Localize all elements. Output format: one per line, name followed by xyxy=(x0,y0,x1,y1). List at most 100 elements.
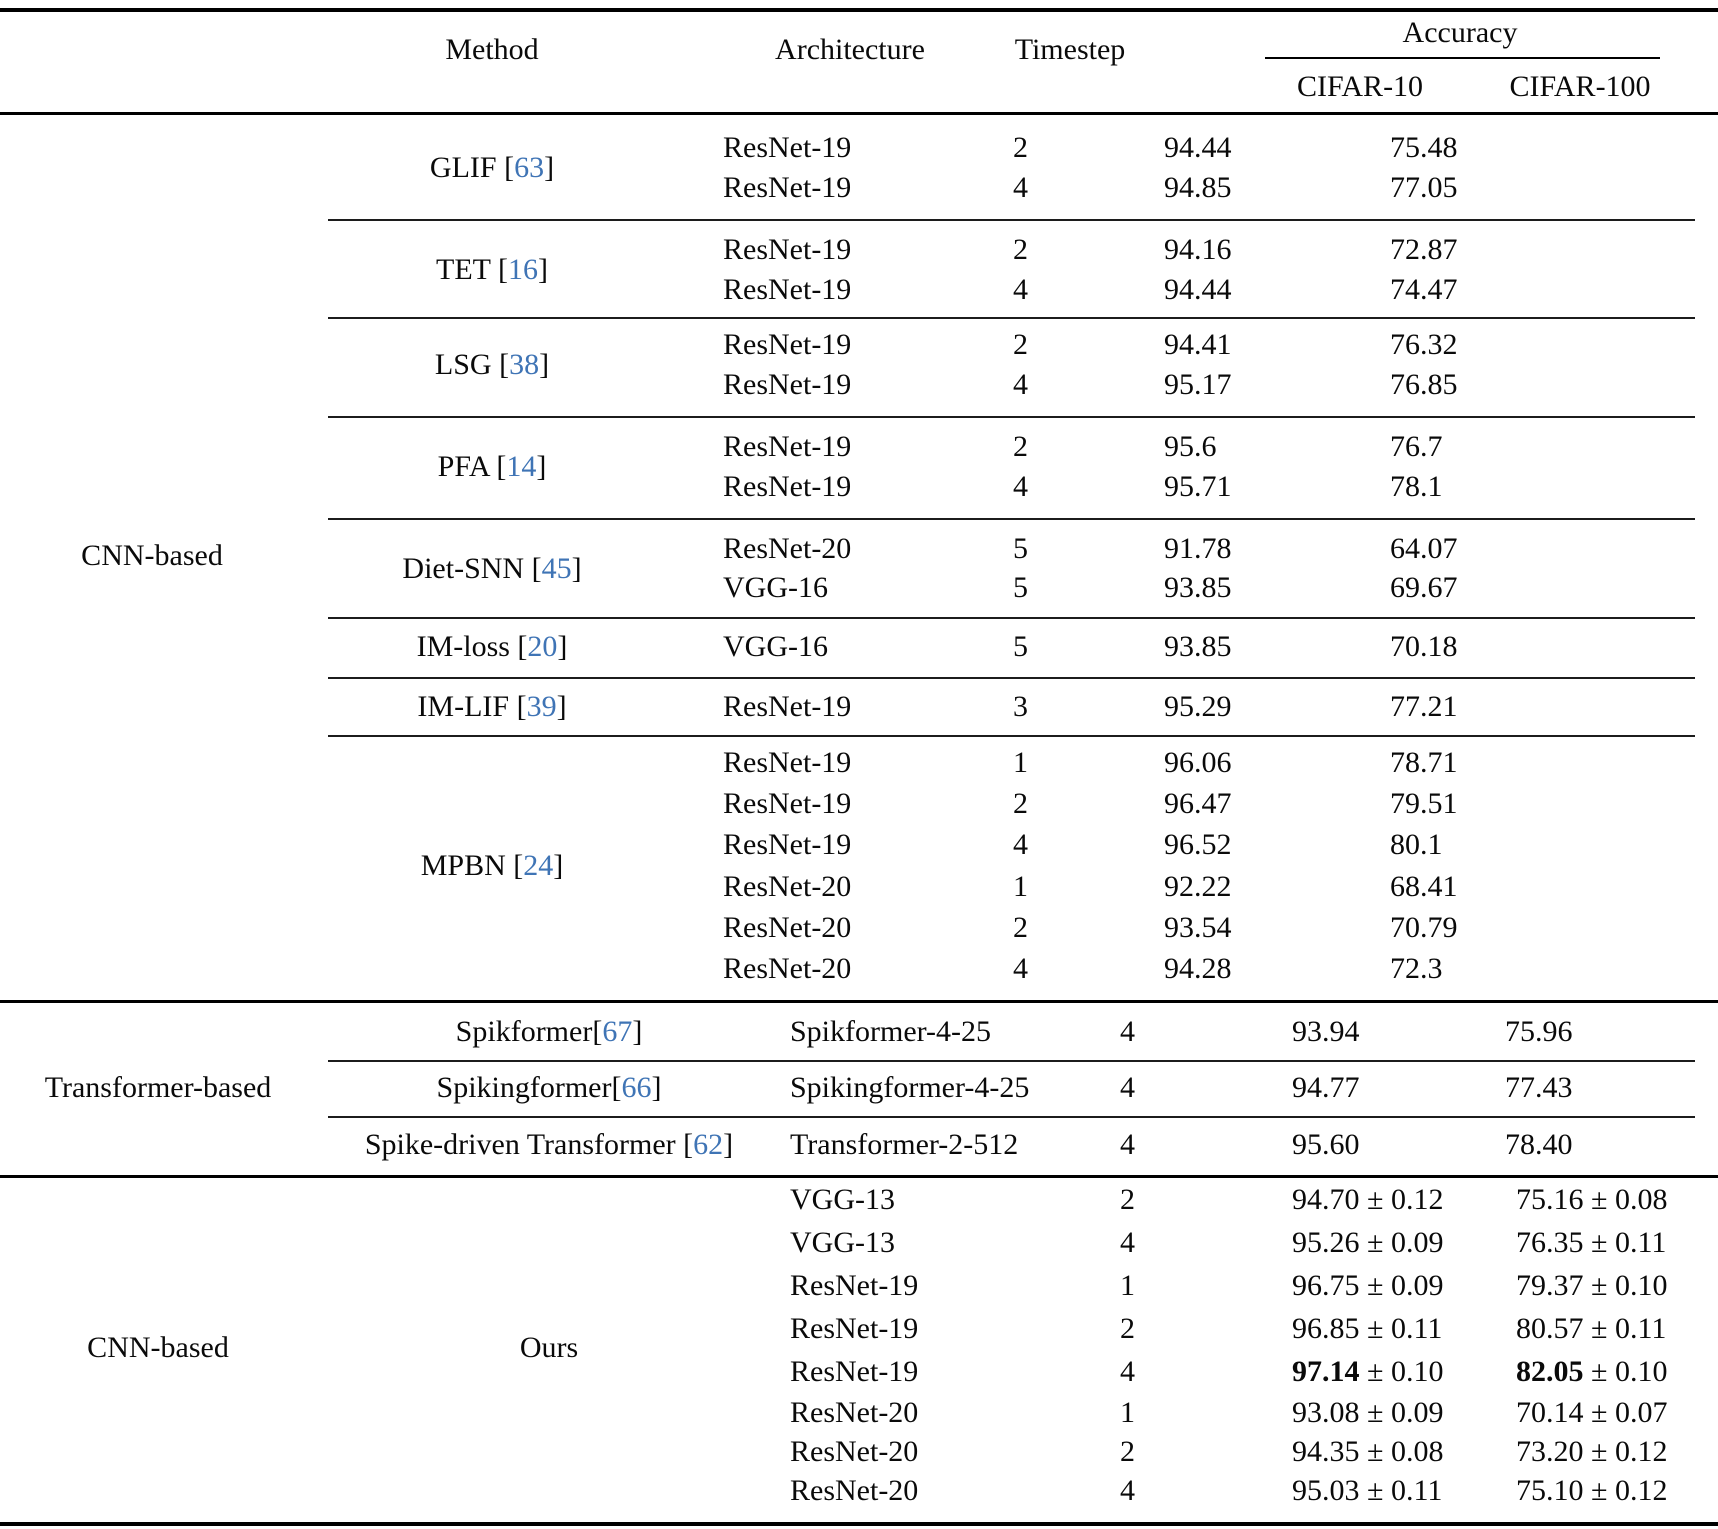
cifar100-cell: 64.07 xyxy=(1390,529,1458,569)
accuracy-value: 93.54 xyxy=(1164,911,1232,944)
cifar100-cell: 70.79 xyxy=(1390,908,1458,948)
accuracy-value: 76.7 xyxy=(1390,430,1443,463)
citation-link[interactable]: 14 xyxy=(506,450,537,483)
timestep-cell: 2 xyxy=(1013,328,1028,361)
citation-link[interactable]: 20 xyxy=(527,630,558,663)
accuracy-value: 93.08 xyxy=(1292,1396,1360,1429)
architecture-cell: ResNet-19 xyxy=(790,1312,919,1345)
accuracy-value: 95.60 xyxy=(1292,1128,1360,1161)
architecture-cell: ResNet-20 xyxy=(723,532,852,565)
accuracy-value: 93.94 xyxy=(1292,1015,1360,1048)
architecture-cell: ResNet-19 xyxy=(723,690,852,723)
timestep-cell: 4 xyxy=(1013,828,1028,861)
timestep-cell: 3 xyxy=(1013,690,1028,723)
citation-link[interactable]: 38 xyxy=(509,348,540,381)
cifar100-cell: 70.14 ± 0.07 xyxy=(1516,1396,1668,1429)
timestep-cell: 2 xyxy=(1120,1183,1135,1216)
col-header-architecture: Architecture xyxy=(775,33,925,66)
method-label: Diet-SNN [45] xyxy=(402,551,582,585)
timestep-cell: 4 xyxy=(1120,1015,1135,1048)
method-label: TET [16] xyxy=(436,253,548,286)
architecture-cell: ResNet-19 xyxy=(723,470,852,503)
cifar100-cell: 78.1 xyxy=(1390,467,1443,507)
architecture-cell: Spikingformer-4-25 xyxy=(790,1071,1030,1104)
architecture-cell: ResNet-20 xyxy=(723,870,852,903)
col-header-accuracy: Accuracy xyxy=(1402,16,1518,49)
best-accuracy-value: 82.05 xyxy=(1516,1355,1584,1388)
timestep-cell: 4 xyxy=(1120,1474,1135,1507)
cifar10-cell: 95.03 ± 0.11 xyxy=(1292,1474,1443,1507)
method-label: Ours xyxy=(519,1331,579,1365)
architecture-cell: ResNet-19 xyxy=(723,233,852,266)
cifar10-cell: 92.22 xyxy=(1164,867,1232,907)
cifar10-cell: 93.94 xyxy=(1292,1012,1360,1052)
architecture-cell: ResNet-19 xyxy=(723,828,852,861)
accuracy-value: 72.3 xyxy=(1390,952,1443,985)
method-label: IM-LIF [39] xyxy=(417,690,567,723)
citation-link[interactable]: 45 xyxy=(541,551,572,585)
col-header-cifar10: CIFAR-10 xyxy=(1296,70,1424,103)
architecture-cell: ResNet-20 xyxy=(723,952,852,985)
accuracy-value: 95.17 xyxy=(1164,368,1232,401)
timestep-cell: 2 xyxy=(1013,430,1028,463)
accuracy-value: 94.44 xyxy=(1164,131,1232,164)
cifar100-cell: 74.47 xyxy=(1390,270,1458,310)
cifar10-cell: 97.14 ± 0.10 xyxy=(1292,1355,1444,1388)
citation-link[interactable]: 39 xyxy=(526,690,557,723)
accuracy-value: 72.87 xyxy=(1390,233,1458,266)
accuracy-value: 78.1 xyxy=(1390,470,1443,503)
cifar10-cell: 96.47 xyxy=(1164,784,1232,824)
group-midrule xyxy=(328,317,1695,319)
timestep-cell: 5 xyxy=(1013,532,1028,565)
cifar10-cell: 94.28 xyxy=(1164,949,1232,989)
architecture-cell: ResNet-20 xyxy=(790,1396,919,1429)
accuracy-value: 95.6 xyxy=(1164,430,1217,463)
accuracy-value: 75.48 xyxy=(1390,131,1458,164)
cifar10-cell: 96.06 xyxy=(1164,743,1232,783)
cifar100-cell: 75.48 xyxy=(1390,128,1458,168)
cifar100-cell: 73.20 ± 0.12 xyxy=(1516,1435,1668,1468)
cifar100-cell: 76.85 xyxy=(1390,365,1458,405)
architecture-cell: ResNet-19 xyxy=(723,328,852,361)
group-midrule xyxy=(328,416,1695,418)
method-label: MPBN [24] xyxy=(420,849,564,882)
col-header-cifar100: CIFAR-100 xyxy=(1509,70,1651,103)
citation-link[interactable]: 63 xyxy=(514,151,545,184)
citation-link[interactable]: 67 xyxy=(602,1015,633,1048)
accuracy-value: 75.10 xyxy=(1516,1474,1584,1507)
timestep-cell: 1 xyxy=(1013,870,1028,903)
architecture-cell: VGG-13 xyxy=(790,1226,895,1259)
cifar10-cell: 94.70 ± 0.12 xyxy=(1292,1183,1444,1216)
cifar100-cell: 76.32 xyxy=(1390,325,1458,365)
accuracy-value: 76.85 xyxy=(1390,368,1458,401)
accuracy-value: 79.37 xyxy=(1516,1269,1584,1302)
top-rule xyxy=(0,8,1718,12)
architecture-cell: VGG-13 xyxy=(790,1183,895,1216)
citation-link[interactable]: 16 xyxy=(507,253,538,286)
cifar100-cell: 76.7 xyxy=(1390,427,1443,467)
architecture-cell: ResNet-19 xyxy=(723,368,852,401)
method-label: IM-loss [20] xyxy=(416,630,568,663)
cifar100-cell: 72.3 xyxy=(1390,949,1443,989)
accuracy-value: 94.77 xyxy=(1292,1071,1360,1104)
citation-link[interactable]: 62 xyxy=(693,1128,724,1161)
architecture-cell: ResNet-20 xyxy=(790,1474,919,1507)
accuracy-value: 68.41 xyxy=(1390,870,1458,903)
cifar10-cell: 95.71 xyxy=(1164,467,1232,507)
architecture-cell: ResNet-19 xyxy=(723,430,852,463)
header-rule xyxy=(0,112,1718,115)
accuracy-value: 96.75 xyxy=(1292,1269,1360,1302)
cifar10-cell: 94.44 xyxy=(1164,270,1232,310)
citation-link[interactable]: 66 xyxy=(621,1071,652,1104)
method-label: PFA [14] xyxy=(437,450,547,483)
architecture-cell: ResNet-19 xyxy=(723,171,852,204)
architecture-cell: ResNet-20 xyxy=(790,1435,919,1468)
architecture-cell: VGG-16 xyxy=(723,630,828,663)
cifar10-cell: 95.26 ± 0.09 xyxy=(1292,1226,1444,1259)
cifar100-cell: 75.96 xyxy=(1505,1012,1573,1052)
accuracy-value: 78.40 xyxy=(1505,1128,1573,1161)
accuracy-value: 77.43 xyxy=(1505,1071,1573,1104)
cifar100-cell: 77.05 xyxy=(1390,168,1458,208)
citation-link[interactable]: 24 xyxy=(523,849,554,882)
